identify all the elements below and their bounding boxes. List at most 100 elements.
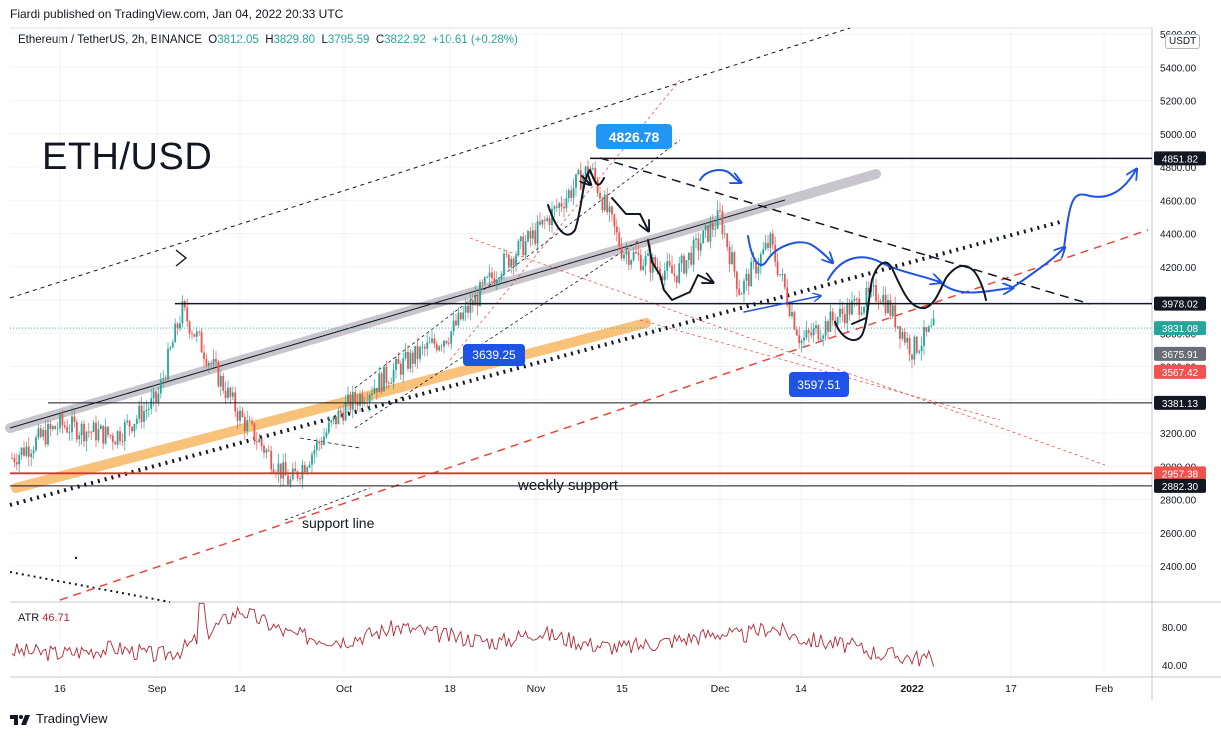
candle-body	[779, 274, 781, 276]
price-tick: 2800.00	[1160, 496, 1197, 507]
candle-body	[474, 294, 477, 306]
price-tick: 4400.00	[1160, 230, 1197, 241]
candle-body	[752, 260, 755, 262]
candle-body	[815, 325, 817, 329]
symbol-name[interactable]: Ethereum / TetherUS, 2h, BINANCE	[18, 34, 202, 46]
candle-body	[620, 246, 623, 259]
candle-body	[923, 327, 925, 346]
candle-body	[666, 261, 669, 271]
candle-body	[325, 432, 328, 437]
candle-body	[563, 206, 565, 209]
candle-body	[195, 331, 198, 337]
candle-body	[18, 455, 21, 465]
publish-info: Fiardi published on TradingView.com, Jan…	[10, 7, 344, 21]
candle-body	[807, 330, 810, 333]
candle-body	[407, 351, 409, 369]
candle-body	[99, 425, 102, 430]
candle-body	[843, 313, 846, 324]
candle-body	[481, 282, 484, 284]
candle-body	[347, 394, 349, 403]
candle-body	[879, 301, 882, 303]
time-tick: Sep	[148, 683, 167, 695]
candle-body	[795, 329, 798, 336]
candle-body	[519, 236, 522, 242]
candle-body	[714, 228, 717, 230]
candle-body	[836, 317, 839, 326]
price-tick: 2400.00	[1160, 562, 1197, 573]
candle-body	[726, 233, 729, 247]
callout-low[interactable]: 3597.51	[789, 372, 849, 397]
candle-body	[399, 363, 402, 375]
candle-body	[495, 279, 498, 284]
candle-body	[263, 445, 265, 453]
tradingview-logo[interactable]: TradingView	[10, 711, 108, 726]
callout-mid[interactable]: 3639.25	[463, 344, 525, 366]
candle-body	[380, 373, 383, 392]
candle-body	[462, 312, 465, 320]
candle-body	[35, 437, 37, 451]
candle-body	[745, 273, 748, 281]
candle-body	[527, 231, 529, 242]
candle-body	[630, 260, 633, 265]
candle-body	[291, 468, 294, 480]
candle-body	[63, 425, 66, 427]
candle-body	[711, 223, 714, 230]
candle-body	[135, 418, 138, 424]
candle-body	[908, 337, 911, 355]
candle-body	[123, 422, 126, 442]
candle-body	[704, 225, 707, 231]
candle-body	[918, 351, 921, 353]
candle-body	[361, 394, 364, 404]
candle-body	[131, 426, 133, 432]
candle-body	[483, 277, 486, 284]
candle-body	[920, 345, 923, 352]
candle-body	[668, 261, 671, 266]
grey-band-edge	[9, 199, 786, 429]
candle-body	[440, 346, 443, 348]
candle-body	[375, 387, 378, 393]
candle-body	[212, 358, 215, 364]
candle-body	[431, 338, 433, 343]
time-tick: 15	[616, 683, 628, 695]
candle-body	[740, 293, 743, 295]
candle-body	[596, 179, 599, 193]
currency-badge[interactable]: USDT	[1165, 34, 1201, 49]
change-value: +10.61 (+0.28%)	[432, 34, 518, 46]
high-value: 3829.80	[273, 34, 316, 46]
candle-body	[572, 187, 575, 198]
candle-body	[834, 320, 837, 326]
candle-body	[351, 392, 354, 410]
candle-body	[539, 221, 541, 225]
candle-body	[438, 346, 441, 351]
candle-body	[421, 346, 424, 348]
candle-body	[42, 429, 45, 437]
candle-body	[246, 420, 249, 432]
candle-body	[349, 394, 352, 410]
candle-body	[812, 328, 815, 336]
candle-body	[342, 412, 345, 421]
candle-body	[759, 254, 762, 267]
price-badge-text: 3831.08	[1162, 324, 1199, 335]
candle-body	[25, 446, 28, 456]
candle-body	[176, 323, 179, 329]
candle-body	[234, 392, 237, 412]
candle-body	[318, 441, 321, 444]
candle-body	[109, 434, 112, 436]
callout-high[interactable]: 4826.78	[596, 124, 672, 149]
candle-body	[373, 387, 376, 394]
time-tick: Oct	[336, 683, 352, 695]
candle-body	[159, 380, 162, 394]
weekly-support-label: weekly support	[518, 477, 619, 494]
candle-body	[186, 307, 189, 322]
candle-body	[654, 257, 657, 267]
price-series	[11, 160, 935, 489]
candle-body	[119, 431, 121, 442]
candle-body	[275, 472, 277, 474]
candle-body	[822, 335, 825, 339]
candle-body	[925, 327, 928, 332]
candle-body	[229, 387, 232, 397]
candle-body	[606, 194, 609, 213]
candle-body	[560, 203, 563, 207]
candle-body	[788, 304, 791, 317]
